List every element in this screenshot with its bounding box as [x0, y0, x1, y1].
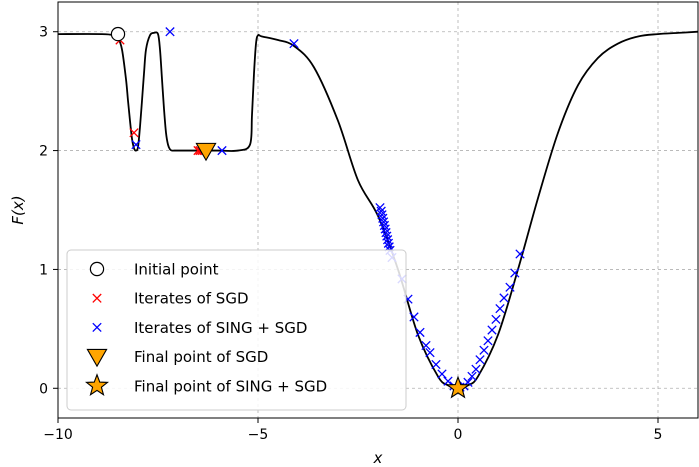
sing-sgd-iterate-marker [510, 268, 520, 278]
sing-sgd-iterate-marker [487, 325, 497, 335]
sing-sgd-iterate-marker [377, 210, 387, 220]
sing-sgd-iterate-marker [217, 145, 227, 156]
legend-sgd-iterates-label: Iterates of SGD [134, 290, 249, 308]
sing-sgd-iterate-marker [483, 336, 493, 346]
sing-sgd-iterate-marker [381, 227, 391, 238]
sing-sgd-iterate-marker [443, 376, 453, 386]
sgd-iterate-marker [129, 128, 139, 138]
sing-sgd-iterate-marker [383, 238, 394, 248]
sing-sgd-iterate-marker [376, 206, 386, 216]
legend-sing-sgd-final-label: Final point of SING + SGD [134, 377, 327, 395]
legend-sing-sgd-iterates-label: Iterates of SING + SGD [134, 319, 307, 337]
sing-sgd-iterate-marker [379, 220, 390, 231]
x-tick-label: −10 [43, 427, 73, 443]
y-tick-label: 1 [39, 262, 48, 278]
sing-sgd-iterate-marker [491, 314, 501, 325]
legend-sgd-final-label: Final point of SGD [134, 348, 268, 366]
legend-initial-point-label: Initial point [134, 261, 219, 279]
y-tick-label: 0 [39, 381, 48, 397]
ticks: −10 −5 0 5 0 1 2 3 [39, 25, 662, 443]
sing-sgd-iterate-marker [378, 213, 388, 223]
legend-initial-point-marker [89, 261, 105, 277]
sing-sgd-iterate-marker [437, 369, 447, 379]
sing-sgd-iterate-marker [165, 27, 175, 37]
sgd-final-point-marker [195, 142, 217, 162]
y-axis-label: F(x) [9, 195, 27, 224]
sing-sgd-iterate-marker [479, 345, 489, 355]
legend-box [66, 249, 407, 411]
x-axis-label: x [373, 449, 383, 467]
sing-sgd-iterate-marker [421, 340, 431, 351]
sing-sgd-iterate-marker [425, 347, 435, 358]
sing-sgd-iterate-marker [378, 217, 389, 227]
legend-sing-sgd-final-marker [84, 373, 110, 397]
x-tick-label: −5 [248, 427, 269, 443]
initial-point-marker [110, 26, 126, 42]
sing-sgd-iterate-marker [499, 293, 509, 303]
sing-sgd-iterate-marker [515, 249, 525, 259]
legend-sgd-iterates-marker [92, 293, 102, 303]
sing-sgd-iterate-marker [495, 303, 505, 314]
sing-sgd-iterate-marker [131, 139, 141, 150]
legend: Initial point Iterates of SGD Iterates of … [66, 249, 407, 411]
sing-sgd-iterate-marker [475, 355, 485, 365]
sing-sgd-final-point-marker [445, 375, 471, 399]
y-tick-label: 2 [39, 144, 48, 160]
sing-sgd-iterate-marker [409, 312, 419, 322]
legend-sing-sgd-iterates-marker [92, 322, 102, 333]
sing-sgd-iterate-marker [471, 364, 481, 374]
sing-sgd-iterate-marker [289, 38, 299, 49]
sing-sgd-iterate-marker [505, 282, 515, 292]
x-tick-label: 5 [654, 427, 663, 443]
sing-sgd-iterate-marker [380, 224, 390, 234]
sing-sgd-iterate-marker [431, 359, 441, 370]
sing-sgd-iterate-marker [415, 327, 425, 338]
x-tick-label: 0 [454, 427, 463, 443]
sing-sgd-iterate-marker [382, 235, 393, 245]
sing-sgd-iterate-marker [382, 231, 392, 241]
plot-frame [57, 1, 699, 419]
sing-sgd-iterate-marker [467, 371, 477, 382]
legend-sgd-final-marker [86, 348, 108, 368]
y-tick-label: 3 [39, 25, 48, 41]
